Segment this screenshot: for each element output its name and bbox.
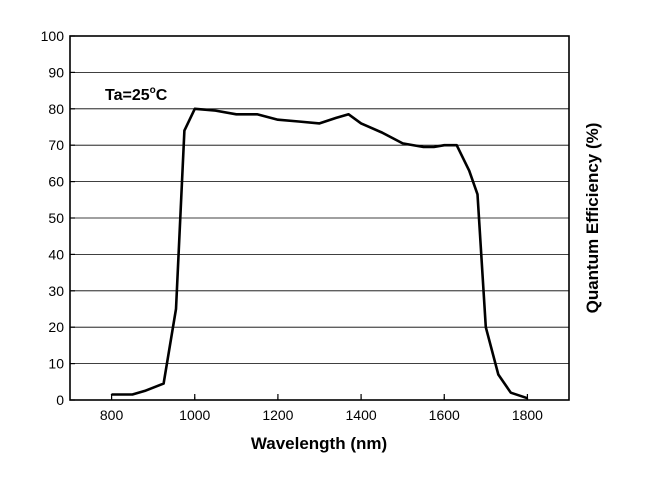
y-tick-label: 60 [48,174,64,190]
series-line [111,107,528,400]
series-point [443,144,446,146]
series-point [509,391,512,394]
x-tick-label: 1800 [512,407,543,423]
series-point [433,146,435,148]
x-tick-label: 1000 [179,407,210,423]
y-axis-label: Quantum Efficiency (%) [583,123,602,314]
series-point [318,122,321,125]
series-point [381,131,383,134]
series-point [422,146,425,148]
axis-ticks [70,35,529,401]
annotation-degree: o [150,85,156,96]
series-layer [110,107,529,400]
x-tick-label: 800 [100,407,124,423]
y-tick-label: 0 [56,392,64,408]
series-point [144,390,146,392]
series-point [277,118,279,121]
series-point [335,117,337,119]
series-point [297,120,300,123]
series-point [476,193,479,196]
series-point [131,393,134,396]
series-point [183,129,186,132]
horizontal-gridlines [70,72,569,365]
series-point [455,144,458,146]
y-tick-label: 100 [41,28,65,44]
series-point [193,108,196,110]
series-point [497,373,500,376]
series-point [347,113,350,116]
y-tick-label: 10 [48,356,64,372]
series-point [468,169,471,172]
series-point [401,142,404,145]
x-tick-label: 1400 [346,407,377,423]
axis-tick-labels: 0 10 20 30 40 50 60 70 80 90 100 800 1000 1200 1400 160… [41,28,544,423]
temperature-annotation: Ta=25oC [105,85,168,104]
y-tick-label: 40 [48,246,64,262]
y-tick-label: 20 [48,319,64,335]
annotation-prefix: Ta=25 [105,87,150,104]
x-axis-label: Wavelength (nm) [251,434,387,453]
y-tick-label: 70 [48,137,64,153]
series-point [360,122,362,125]
annotation-suffix: C [156,87,168,104]
series-point [256,113,258,116]
x-tick-label: 1200 [262,407,293,423]
y-tick-label: 30 [48,283,64,299]
series-point [485,326,487,329]
y-tick-label: 90 [48,64,64,80]
x-tick-label: 1600 [429,407,460,423]
series-point [175,308,177,310]
y-tick-label: 50 [48,210,64,226]
y-tick-label: 80 [48,101,64,117]
series-point [162,382,165,385]
series-point [214,109,217,112]
series-point [235,113,238,116]
